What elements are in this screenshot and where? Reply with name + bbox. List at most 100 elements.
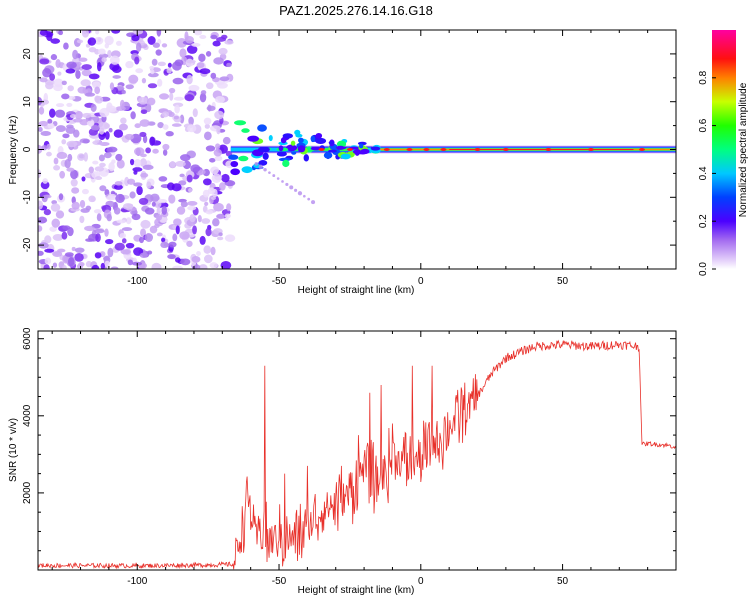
noise-blob	[104, 238, 114, 245]
noise-blob	[104, 123, 110, 129]
noise-blob	[61, 231, 68, 240]
spectrogram-y-tick-label: 10	[22, 96, 33, 108]
noise-blob	[100, 262, 105, 269]
noise-blob	[86, 120, 94, 126]
noise-blob	[189, 214, 196, 223]
noise-blob	[210, 34, 218, 40]
noise-blob	[144, 207, 155, 215]
noise-blob	[136, 185, 143, 196]
snr-y-tick-label: 4000	[22, 404, 33, 427]
noise-blob	[47, 118, 53, 124]
noise-blob	[103, 256, 110, 261]
noise-blob	[193, 264, 201, 269]
noise-blob	[104, 43, 110, 49]
noise-blob	[42, 68, 52, 78]
noise-blob	[133, 170, 138, 175]
noise-blob	[87, 37, 97, 46]
noise-blob	[93, 36, 104, 45]
noise-blob	[205, 51, 212, 57]
noise-blob	[199, 235, 206, 245]
noise-blob	[115, 40, 122, 46]
noise-blob	[226, 203, 232, 212]
noise-blob	[198, 264, 208, 269]
signal-blob	[328, 149, 337, 153]
noise-blob	[169, 160, 176, 168]
noise-blob	[47, 123, 55, 129]
noise-blob	[185, 36, 194, 44]
noise-blob	[186, 74, 193, 85]
noise-blob	[171, 183, 182, 192]
noise-blob	[165, 131, 174, 137]
signal-blob	[285, 144, 298, 152]
noise-blob	[159, 93, 170, 100]
noise-blob	[212, 218, 220, 227]
noise-blob	[186, 174, 193, 183]
noise-blob	[131, 213, 141, 221]
noise-blob	[173, 218, 182, 226]
noise-blob	[125, 242, 135, 249]
noise-blob	[147, 72, 159, 78]
noise-blob	[66, 140, 78, 148]
noise-blob	[185, 59, 196, 64]
noise-blob	[90, 125, 100, 131]
spectrogram-y-tick-label: -10	[22, 190, 33, 205]
noise-blob	[57, 71, 62, 76]
noise-blob	[109, 55, 120, 65]
snr-y-ticks: 2000 4000 6000	[22, 327, 676, 571]
noise-blob	[157, 61, 166, 67]
spectrogram-y-label: Frequency (Hz)	[8, 116, 19, 185]
noise-blob	[111, 30, 121, 34]
noise-blob	[67, 85, 74, 92]
signal-blob	[241, 166, 253, 174]
noise-blob	[38, 120, 49, 127]
noise-blob	[169, 92, 174, 101]
noise-blob	[38, 106, 45, 115]
noise-blob	[108, 161, 115, 172]
noise-blob	[56, 151, 68, 160]
noise-blob	[115, 153, 123, 161]
noise-blob	[119, 232, 126, 239]
noise-blob	[124, 133, 135, 140]
noise-blob	[146, 97, 156, 106]
noise-blob	[188, 188, 193, 193]
noise-blob	[49, 73, 56, 81]
spectrogram-y-tick-label: -20	[22, 237, 33, 252]
noise-blob	[139, 252, 148, 258]
spectrogram-x-tick-label: -50	[272, 276, 287, 287]
noise-blob	[214, 110, 225, 120]
colorbar-tick-label: 0.8	[698, 70, 709, 84]
signal-blob	[257, 146, 270, 153]
noise-blob	[213, 202, 224, 212]
signal-hotspot	[318, 148, 325, 151]
signal-blob	[340, 153, 351, 160]
noise-blob	[140, 172, 149, 178]
noise-blob	[162, 143, 170, 151]
signal-hotspot	[383, 148, 390, 151]
noise-blob	[128, 74, 139, 84]
noise-blob	[178, 180, 187, 186]
noise-blob	[83, 152, 89, 162]
spectrogram-y-tick-label: 20	[22, 48, 33, 60]
signal-trail-dot	[289, 185, 294, 190]
noise-blob	[172, 77, 184, 85]
signal-hotspot	[638, 148, 645, 151]
noise-blob	[139, 119, 150, 127]
noise-blob	[192, 225, 197, 235]
noise-blob	[213, 57, 224, 65]
noise-blob	[118, 123, 128, 131]
noise-blob	[184, 94, 195, 102]
noise-blob	[72, 49, 79, 60]
noise-blob	[121, 90, 127, 95]
noise-blob	[132, 167, 143, 172]
noise-blob	[76, 263, 84, 269]
noise-blob	[115, 193, 125, 203]
noise-blob	[64, 252, 74, 257]
noise-blob	[191, 42, 201, 47]
noise-blob	[66, 124, 74, 129]
noise-blob	[38, 200, 44, 210]
noise-blob	[94, 252, 102, 259]
noise-blob	[97, 48, 106, 55]
noise-blob	[215, 143, 221, 150]
noise-blob	[199, 34, 207, 40]
noise-blob	[61, 93, 70, 100]
